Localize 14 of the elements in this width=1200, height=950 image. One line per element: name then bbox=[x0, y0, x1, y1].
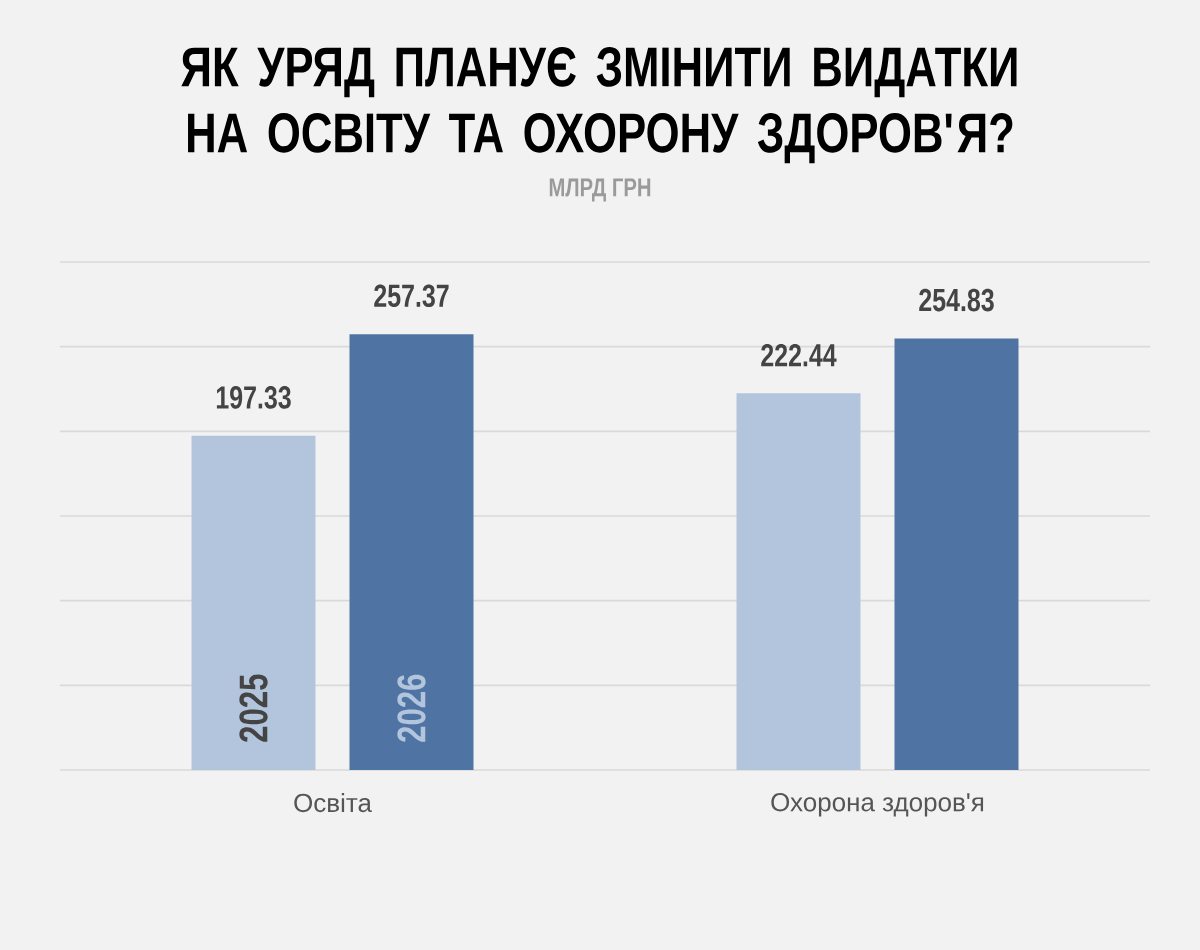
bar bbox=[191, 435, 316, 770]
data-label: 254.83 bbox=[919, 288, 994, 312]
data-label: 197.33 bbox=[216, 386, 291, 409]
series-label: 2025 bbox=[239, 674, 268, 742]
x-tick-label: Освіта bbox=[294, 793, 372, 813]
data-label: 222.44 bbox=[761, 343, 837, 367]
data-label: 257.37 bbox=[374, 284, 449, 308]
bar bbox=[894, 338, 1019, 770]
chart-subtitle: МЛРД ГРН bbox=[549, 178, 651, 202]
bar bbox=[349, 334, 474, 770]
chart-title: ЯК УРЯД ПЛАНУЄ ЗМІНИТИ ВИДАТКИ НА ОСВІТУ ТА ОХОРОНУ ЗДОРОВ'Я? bbox=[181, 47, 1017, 164]
bar bbox=[736, 393, 861, 770]
x-tick-label: Охорона здоров'я bbox=[771, 793, 984, 817]
series-label: 2026 bbox=[397, 674, 426, 742]
